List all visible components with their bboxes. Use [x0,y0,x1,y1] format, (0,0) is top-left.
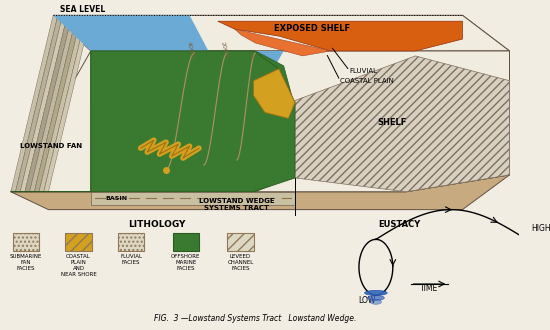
Bar [13,233,39,251]
Text: LEVEED
CHANNEL
FACIES: LEVEED CHANNEL FACIES [227,254,254,271]
Text: FLUVIAL
FACIES: FLUVIAL FACIES [120,254,142,265]
Polygon shape [39,15,86,192]
Polygon shape [11,15,58,192]
Text: 400m: 400m [186,41,195,60]
Text: LOWSTAND FAN: LOWSTAND FAN [20,143,82,149]
Ellipse shape [370,299,382,304]
Text: OFFSHORE
MARINE
FACIES: OFFSHORE MARINE FACIES [171,254,201,271]
Polygon shape [218,21,463,51]
Polygon shape [11,51,293,192]
Bar [227,233,254,251]
Text: COASTAL
PLAIN
AND
NEAR SHORE: COASTAL PLAIN AND NEAR SHORE [60,254,96,277]
Bar [173,233,199,251]
Polygon shape [11,175,509,210]
Text: SUBMARINE
FAN
FACIES: SUBMARINE FAN FACIES [10,254,42,271]
Bar [118,233,145,251]
Polygon shape [235,29,331,56]
Text: SHELF: SHELF [378,118,407,127]
Polygon shape [25,15,72,192]
Text: SEA LEVEL: SEA LEVEL [60,5,105,14]
Polygon shape [34,15,81,192]
Text: TIME: TIME [420,284,439,293]
Text: HIGH: HIGH [531,224,550,233]
Text: BASIN: BASIN [105,196,127,201]
Text: LOW: LOW [358,296,375,305]
Polygon shape [30,15,76,192]
Polygon shape [406,15,509,192]
Polygon shape [295,56,509,192]
Polygon shape [44,15,91,192]
Text: -0: -0 [248,53,254,60]
Polygon shape [254,69,295,118]
Polygon shape [91,51,284,101]
Bar [65,233,92,251]
Text: LOWSTAND WEDGE
SYSTEMS TRACT: LOWSTAND WEDGE SYSTEMS TRACT [199,198,274,211]
Ellipse shape [365,290,387,295]
Polygon shape [91,192,295,205]
Polygon shape [11,51,509,192]
Text: 200m: 200m [219,41,229,60]
Polygon shape [15,15,63,192]
Text: EUSTACY: EUSTACY [378,220,420,229]
Polygon shape [20,15,67,192]
Text: FLUVIAL: FLUVIAL [350,68,377,74]
Polygon shape [53,15,208,51]
Ellipse shape [367,295,384,300]
Polygon shape [91,51,295,192]
Polygon shape [53,15,509,51]
Text: FIG.  3 —Lowstand Systems Tract   Lowstand Wedge.: FIG. 3 —Lowstand Systems Tract Lowstand … [154,314,356,323]
Text: COASTAL PLAIN: COASTAL PLAIN [340,78,394,84]
Text: EXPOSED SHELF: EXPOSED SHELF [274,24,350,33]
Text: LITHOLOGY: LITHOLOGY [128,220,185,229]
